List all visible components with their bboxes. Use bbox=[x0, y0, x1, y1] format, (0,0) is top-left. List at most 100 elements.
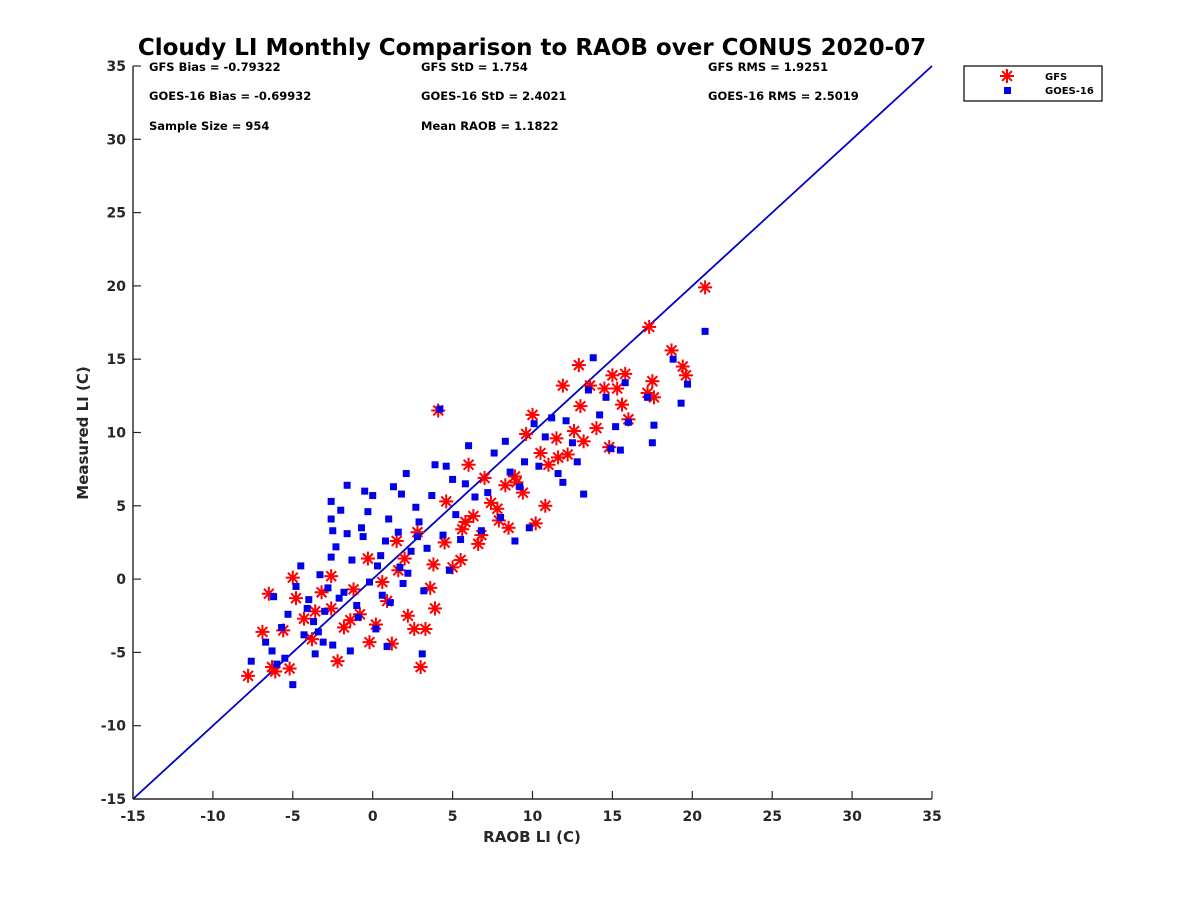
x-tick-label: -5 bbox=[285, 809, 301, 825]
goes16-point bbox=[337, 506, 345, 514]
y-tick-label: -10 bbox=[101, 719, 127, 735]
goes16-point bbox=[445, 566, 453, 574]
gfs-point bbox=[555, 378, 570, 393]
goes16-point bbox=[701, 327, 709, 335]
goes16-point bbox=[477, 527, 485, 535]
gfs-point bbox=[618, 366, 633, 381]
goes16-point bbox=[428, 492, 436, 500]
gfs-point bbox=[255, 624, 270, 639]
y-axis-label: Measured LI (C) bbox=[74, 366, 92, 499]
stat-gfs-std: GFS StD = 1.754 bbox=[421, 60, 528, 74]
goes16-point bbox=[397, 490, 405, 498]
goes16-point bbox=[596, 411, 604, 419]
x-tick-label: 15 bbox=[603, 809, 622, 825]
stat-gfs-rms: GFS RMS = 1.9251 bbox=[708, 60, 828, 74]
goes16-point bbox=[389, 483, 397, 491]
x-tick-label: 5 bbox=[448, 809, 458, 825]
stats-block: GFS Bias = -0.79322 GFS StD = 1.754 GFS … bbox=[149, 60, 859, 133]
goes16-point bbox=[562, 417, 570, 425]
gfs-point bbox=[605, 368, 620, 383]
goes16-point bbox=[511, 537, 519, 545]
goes16-point bbox=[327, 497, 335, 505]
goes16-point bbox=[361, 487, 369, 495]
goes16-point bbox=[329, 641, 337, 649]
goes16-point bbox=[548, 414, 556, 422]
goes16-point bbox=[420, 587, 428, 595]
goes16-point bbox=[431, 461, 439, 469]
gfs-point bbox=[314, 585, 329, 600]
goes16-point bbox=[442, 462, 450, 470]
goes16-point bbox=[358, 524, 366, 532]
gfs-point bbox=[678, 368, 693, 383]
goes16-point bbox=[385, 515, 393, 523]
gfs-point bbox=[360, 551, 375, 566]
goes16-point bbox=[573, 458, 581, 466]
goes16-point bbox=[506, 468, 514, 476]
x-tick-label: -10 bbox=[200, 809, 226, 825]
gfs-point bbox=[343, 613, 358, 628]
goes16-point bbox=[497, 514, 505, 522]
x-tick-label: 0 bbox=[368, 809, 378, 825]
goes16-point bbox=[311, 650, 319, 658]
gfs-point bbox=[642, 319, 657, 334]
goes16-point bbox=[284, 610, 292, 618]
goes16-point bbox=[484, 489, 492, 497]
gfs-point bbox=[560, 447, 575, 462]
goes16-point bbox=[324, 584, 332, 592]
gfs-point bbox=[597, 381, 612, 396]
gfs-point bbox=[304, 632, 319, 647]
goes16-point bbox=[669, 355, 677, 363]
gfs-point bbox=[525, 407, 540, 422]
y-tick-label: -5 bbox=[110, 645, 126, 661]
goes16-point bbox=[607, 445, 615, 453]
gfs-point bbox=[400, 608, 415, 623]
x-tick-label: 10 bbox=[523, 809, 543, 825]
legend-goes16-marker bbox=[1004, 87, 1011, 94]
goes16-point bbox=[364, 508, 372, 516]
gfs-point bbox=[490, 501, 505, 516]
goes16-point bbox=[541, 433, 549, 441]
goes16-point bbox=[343, 530, 351, 538]
gfs-point bbox=[567, 424, 582, 439]
goes16-point bbox=[305, 596, 313, 604]
goes16-point bbox=[327, 515, 335, 523]
legend-gfs-asterisk bbox=[1000, 69, 1014, 83]
gfs-point bbox=[330, 654, 345, 669]
goes16-point bbox=[348, 556, 356, 564]
gfs-point bbox=[413, 660, 428, 675]
y-tick-label: 0 bbox=[116, 572, 126, 588]
goes16-point bbox=[369, 492, 377, 500]
goes16-point bbox=[616, 446, 624, 454]
gfs-point bbox=[645, 374, 660, 389]
gfs-point bbox=[549, 431, 564, 446]
goes16-point bbox=[343, 481, 351, 489]
goes16-point bbox=[378, 591, 386, 599]
gfs-point bbox=[426, 557, 441, 572]
goes16-point bbox=[535, 462, 543, 470]
gfs-point bbox=[533, 446, 548, 461]
stat-gfs-bias: GFS Bias = -0.79322 bbox=[149, 60, 281, 74]
gfs-point bbox=[324, 569, 339, 584]
goes16-point bbox=[554, 470, 562, 478]
stat-sample-size: Sample Size = 954 bbox=[149, 119, 269, 133]
x-tick-label: 25 bbox=[762, 809, 781, 825]
x-axis-label: RAOB LI (C) bbox=[483, 828, 581, 846]
gfs-point bbox=[573, 399, 588, 414]
goes16-point bbox=[423, 544, 431, 552]
goes16-point bbox=[316, 571, 324, 579]
goes16-point bbox=[580, 490, 588, 498]
gfs-point bbox=[453, 553, 468, 568]
goes16-point bbox=[412, 503, 420, 511]
goes16-point bbox=[589, 354, 597, 362]
goes16-point bbox=[624, 418, 632, 426]
gfs-point bbox=[241, 668, 256, 683]
goes16-point bbox=[521, 458, 529, 466]
goes16-point bbox=[501, 437, 509, 445]
goes16-point bbox=[247, 657, 255, 665]
gfs-point bbox=[664, 343, 679, 358]
axes: -15 -10 -5 0 5 10 15 20 25 30 35 -15 -10 -5 0 5 10 15 20 25… bbox=[101, 59, 942, 825]
gfs-point bbox=[308, 604, 323, 619]
gfs-point bbox=[614, 397, 629, 412]
stat-goes-bias: GOES-16 Bias = -0.69932 bbox=[149, 89, 311, 103]
y-tick-label: 10 bbox=[107, 426, 127, 442]
